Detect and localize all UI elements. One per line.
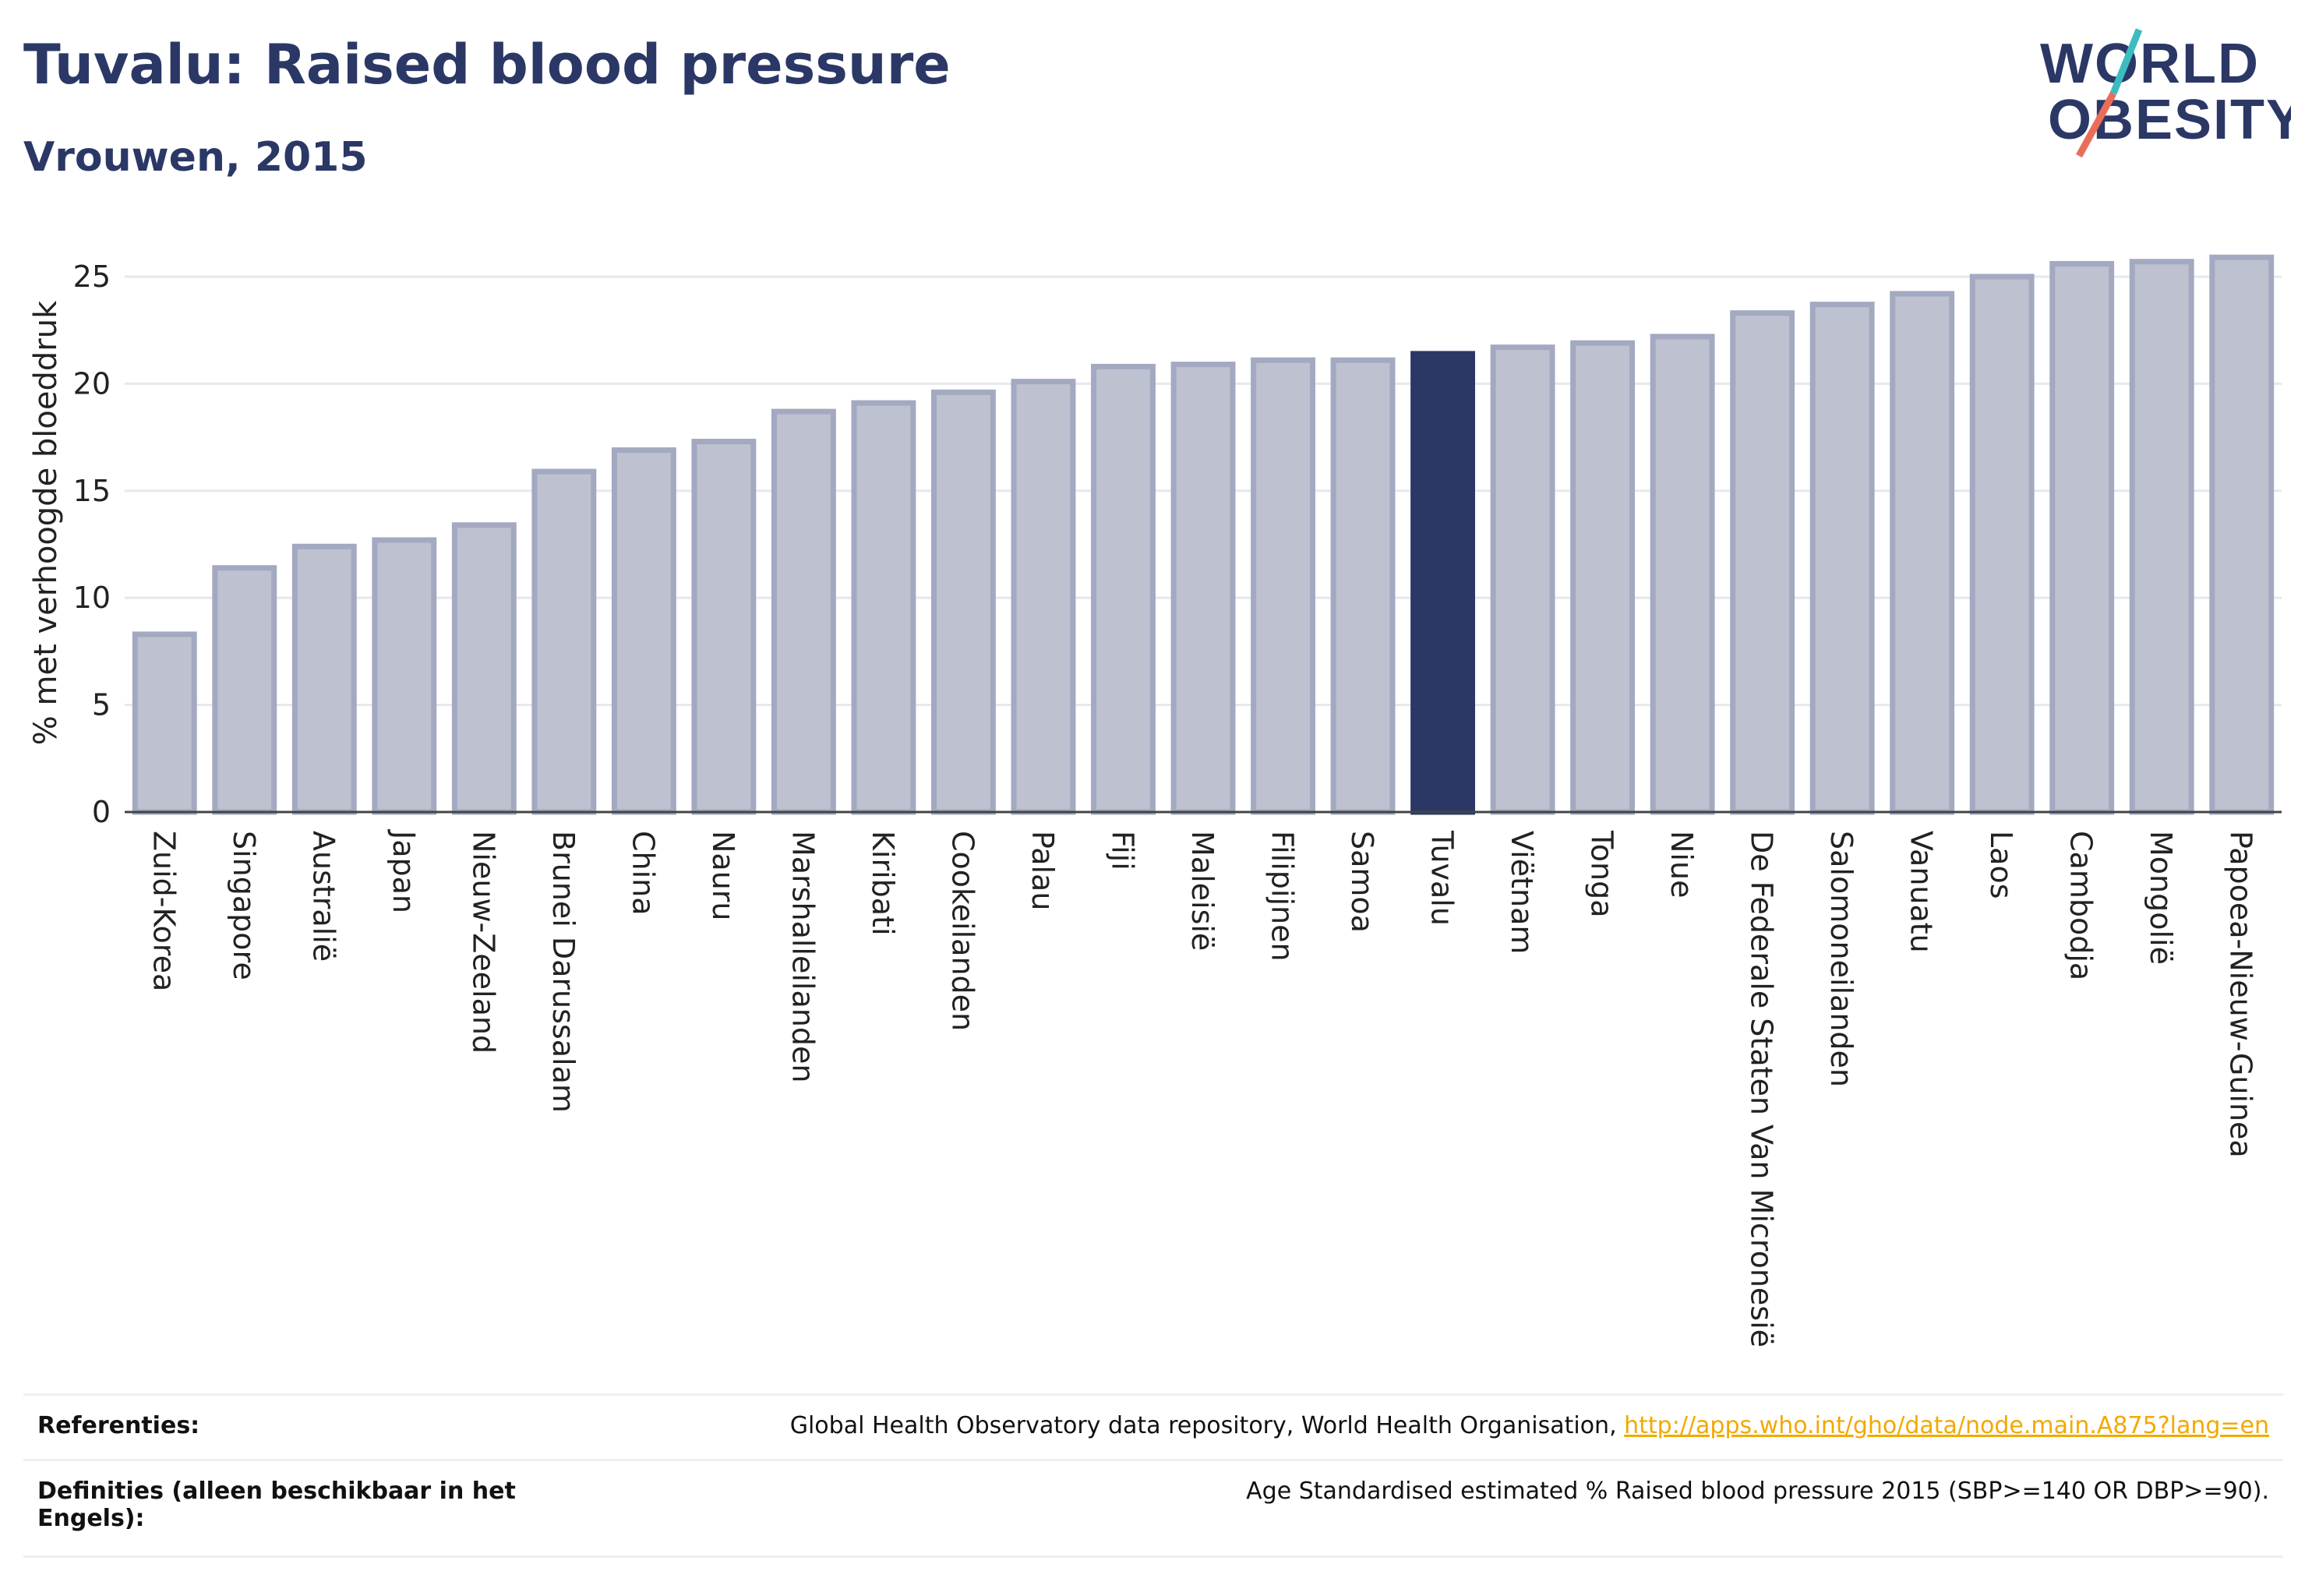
bar	[132, 631, 197, 815]
bar	[2049, 260, 2115, 815]
bar	[1570, 340, 1636, 815]
x-tick-label: Nieuw-Zeeland	[466, 831, 500, 1054]
x-tick-label: Cookeilanden	[945, 831, 980, 1031]
x-tick-label: Marshalleilanden	[785, 831, 820, 1082]
x-tick-label: Vanuatu	[1904, 831, 1939, 953]
chart-subtitle: Vrouwen, 2015	[23, 134, 368, 181]
x-tick-label: Kiribati	[866, 831, 900, 936]
bar-chart: 0 5 10 15 20 25 % met verhoogde bloeddruk Zuid-…	[28, 254, 2282, 1347]
bar	[531, 468, 597, 815]
x-tick-label: Tonga	[1585, 830, 1619, 918]
x-tick-label: Viëtnam	[1505, 831, 1539, 954]
definitions-label-line2: Engels):	[37, 1505, 145, 1532]
bar	[1969, 274, 2035, 815]
definitions-row: Definities (alleen beschikbaar in het Eng…	[23, 1478, 2283, 1555]
references-row: Referenties: Global Health Observatory d…	[23, 1412, 2283, 1451]
y-axis-label: % met verhoogde bloeddruk	[28, 300, 64, 745]
x-tick-label: Brunei Darussalam	[546, 831, 581, 1113]
references-label: Referenties:	[37, 1412, 200, 1439]
bar	[1490, 344, 1555, 815]
bar	[1011, 379, 1076, 815]
bar	[372, 537, 437, 815]
y-tick-label: 20	[73, 366, 111, 401]
x-tick-label: Samoa	[1345, 831, 1379, 933]
footer-divider-bottom	[23, 1555, 2283, 1558]
bar	[451, 522, 517, 815]
x-tick-label: De Federale Staten Van Micronesië	[1745, 831, 1779, 1347]
logo-line-world: WORLD	[2040, 33, 2260, 95]
bar	[2209, 254, 2275, 815]
bar-highlight	[1410, 351, 1475, 815]
references-text: Global Health Observatory data repositor…	[789, 1412, 1625, 1439]
bar	[691, 439, 757, 815]
bar	[1809, 302, 1875, 815]
bar	[771, 408, 836, 815]
y-tick-label: 15	[73, 474, 111, 508]
world-obesity-logo: WORLD OBESITY	[2040, 28, 2291, 158]
bar	[1730, 310, 1795, 815]
x-tick-label: Japan	[387, 829, 421, 913]
y-tick-label: 10	[73, 581, 111, 615]
bar	[1170, 362, 1236, 815]
x-tick-label: Mongolië	[2144, 831, 2178, 965]
bar	[2129, 259, 2194, 815]
x-tick-label: Cambodja	[2064, 831, 2099, 980]
x-tick-label: Laos	[1984, 831, 2018, 899]
bar	[851, 400, 916, 815]
footer-divider-middle	[23, 1459, 2283, 1461]
x-tick-label: Filipijnen	[1265, 831, 1300, 962]
bar	[1890, 291, 1955, 815]
references-value: Global Health Observatory data repositor…	[790, 1412, 2269, 1439]
chart-title: Tuvalu: Raised blood pressure	[23, 33, 951, 97]
y-tick-label: 25	[73, 260, 111, 294]
x-tick-label: Australië	[306, 831, 341, 962]
x-tick-label: Palau	[1025, 831, 1060, 910]
x-tick-label: Salomoneilanden	[1824, 831, 1858, 1087]
x-tick-label: Papoea-Nieuw-Guinea	[2224, 831, 2258, 1158]
definitions-value: Age Standardised estimated % Raised bloo…	[1246, 1478, 2269, 1505]
logo-slash-teal	[2109, 28, 2143, 95]
x-tick-label: Singapore	[227, 831, 261, 980]
x-tick-label: Niue	[1664, 831, 1699, 898]
bar	[1251, 357, 1315, 815]
bar	[931, 389, 996, 815]
x-tick-label: China	[626, 831, 660, 916]
x-tick-label: Zuid-Korea	[146, 831, 181, 991]
bar	[1330, 357, 1396, 815]
x-tick-label: Tuvalu	[1425, 830, 1460, 926]
x-tick-label: Fiji	[1105, 831, 1139, 870]
bar	[212, 565, 277, 815]
bar	[1650, 334, 1715, 815]
definitions-label-line1: Definities (alleen beschikbaar in het	[37, 1478, 516, 1505]
definitions-label: Definities (alleen beschikbaar in het Eng…	[37, 1478, 516, 1532]
y-tick-label: 0	[92, 795, 111, 829]
bar	[291, 543, 357, 815]
references-link[interactable]: http://apps.who.int/gho/data/node.main.A…	[1624, 1412, 2269, 1439]
x-tick-label: Nauru	[706, 831, 740, 921]
bar	[1091, 363, 1156, 815]
footer-divider-top	[23, 1393, 2283, 1396]
bar	[611, 447, 676, 815]
x-tick-label: Maleisië	[1185, 831, 1220, 951]
y-tick-label: 5	[92, 688, 111, 722]
logo-slash-coral	[2076, 91, 2116, 158]
